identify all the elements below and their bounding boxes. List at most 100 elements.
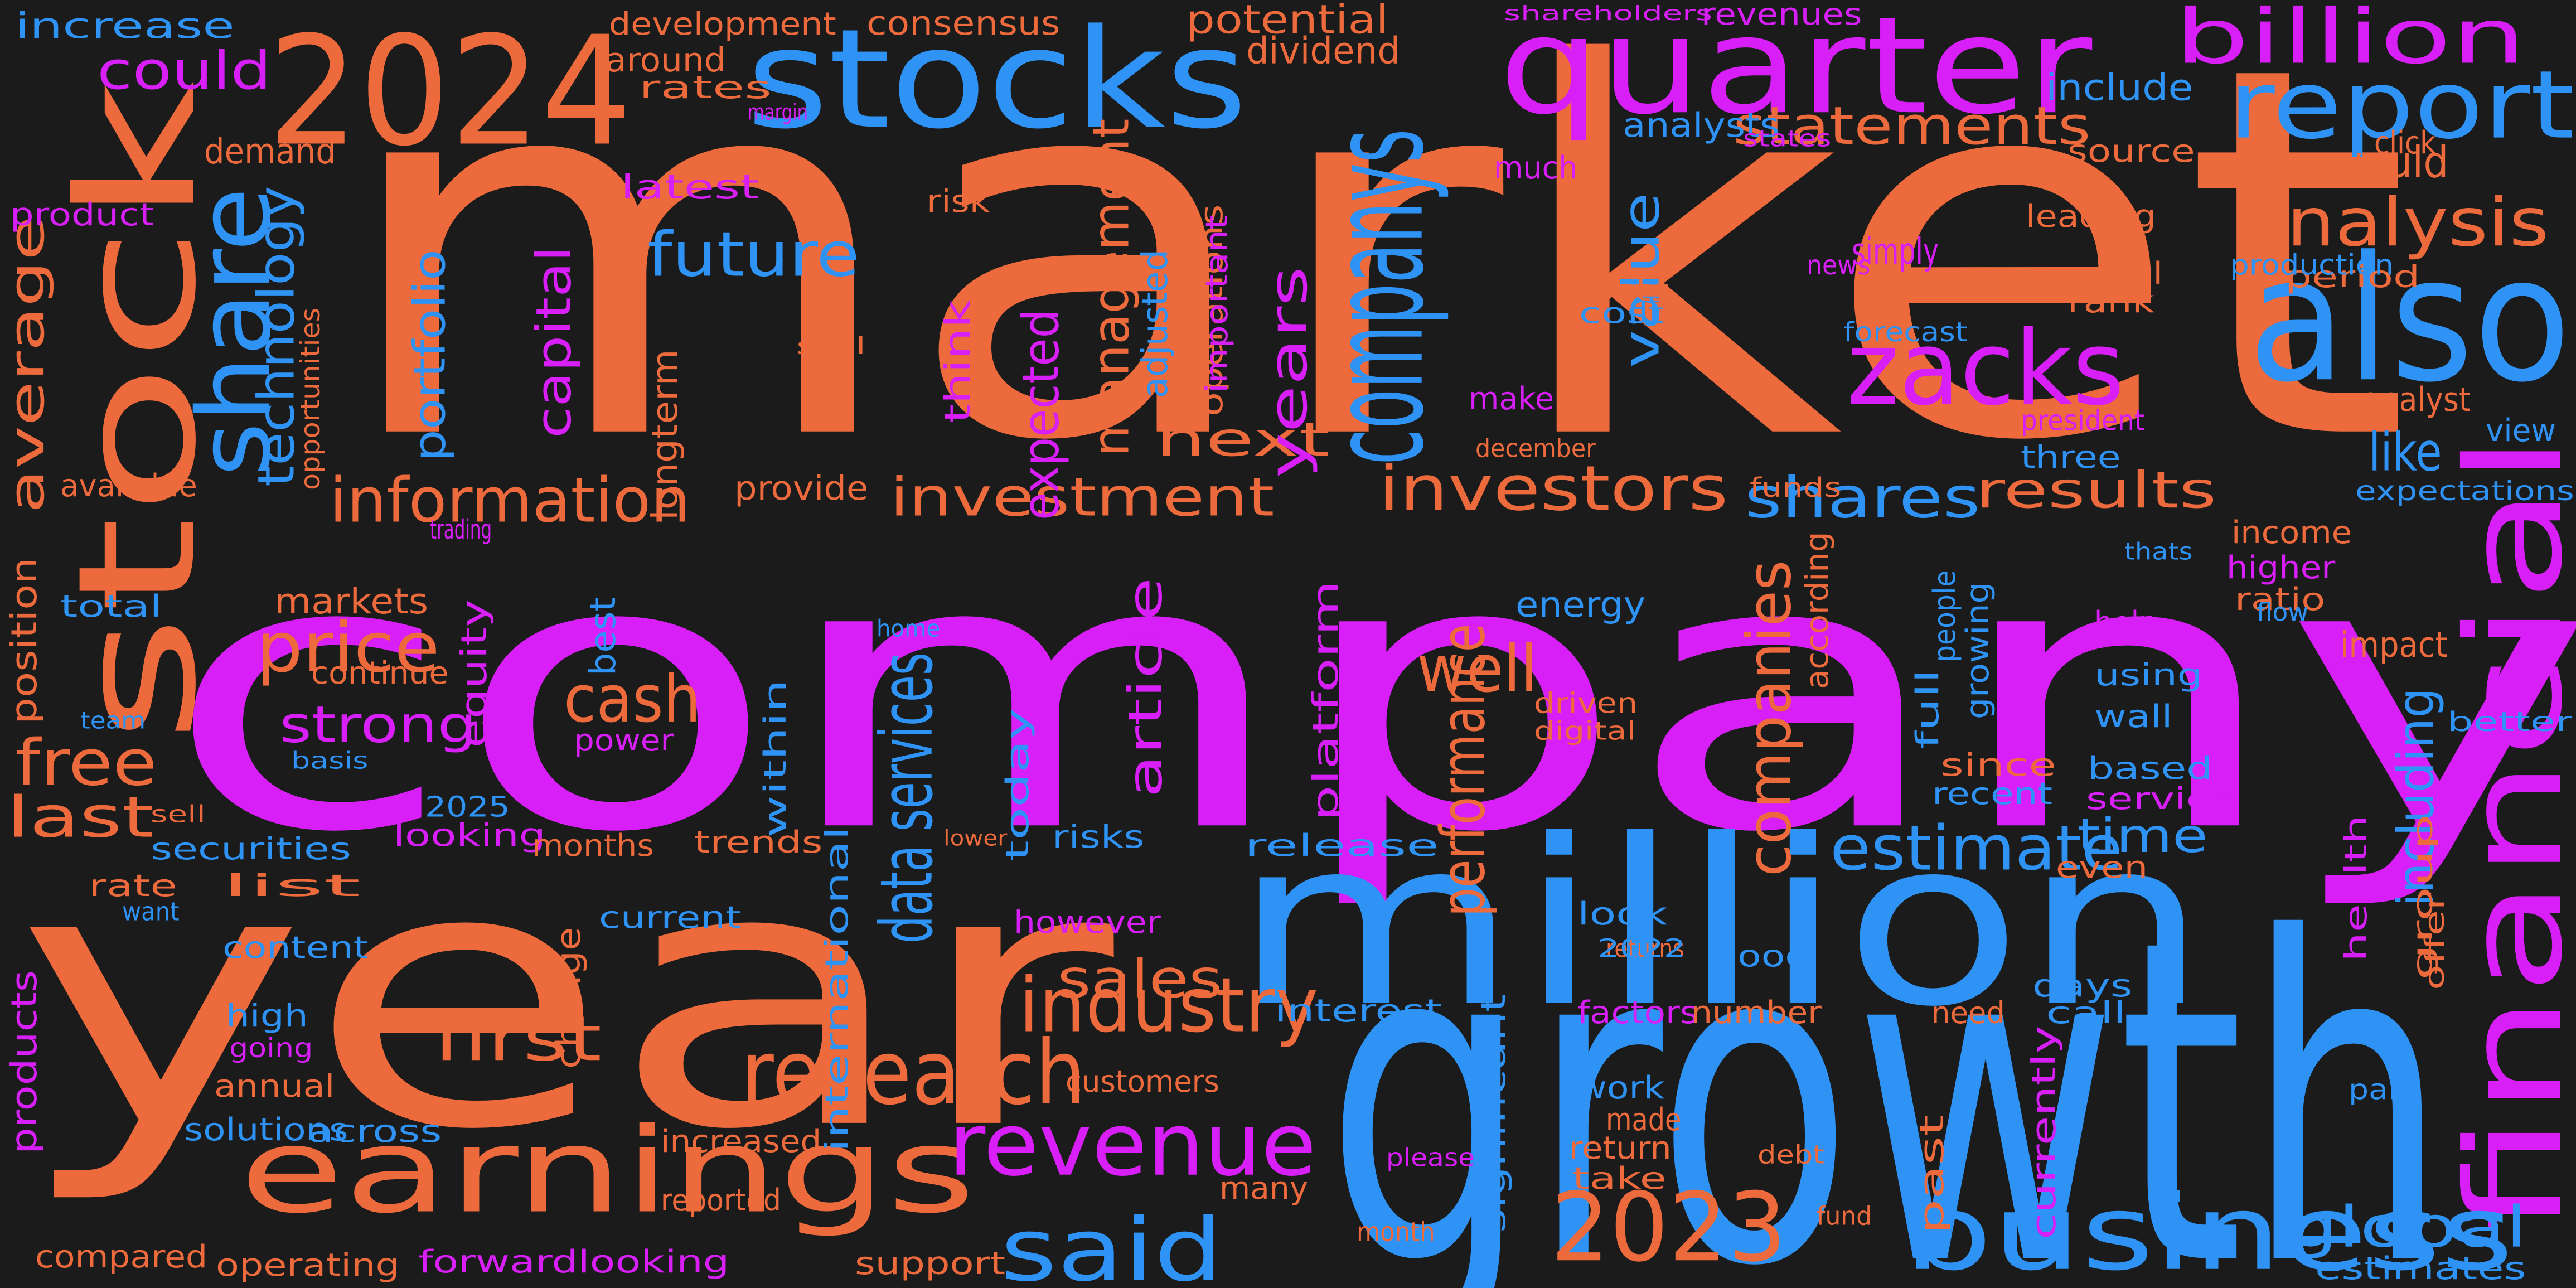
cloud-word: platform <box>1304 580 1347 821</box>
cloud-word: basis <box>291 747 369 774</box>
cloud-word: continue <box>311 655 449 691</box>
cloud-word: rates <box>639 69 772 106</box>
cloud-word: important <box>1199 215 1235 393</box>
cloud-word: three <box>2021 439 2121 476</box>
cloud-word: cost <box>1579 297 1664 330</box>
cloud-word: equity <box>453 599 495 748</box>
cloud-word: team <box>80 707 146 734</box>
cloud-word: looking <box>393 817 546 854</box>
cloud-word: based <box>2088 750 2213 787</box>
cloud-word: rank <box>2067 283 2154 320</box>
cloud-word: ratio <box>2235 581 2326 618</box>
cloud-word: position <box>3 557 45 724</box>
cloud-word: full <box>1909 669 1946 749</box>
cloud-word: flow <box>2257 598 2309 627</box>
cloud-word: zacks <box>1847 308 2125 429</box>
cloud-word: revenues <box>1701 0 1862 32</box>
cloud-word: trading <box>430 514 492 546</box>
cloud-word: today <box>999 708 1036 861</box>
cloud-word: longterm <box>643 349 686 520</box>
cloud-word: adjusted <box>1134 249 1176 398</box>
cloud-word: million <box>1233 790 2209 1057</box>
cloud-word: total <box>60 589 162 624</box>
cloud-word: support <box>855 1245 1006 1282</box>
cloud-word: think <box>936 299 979 423</box>
cloud-word: costs <box>1569 273 1672 308</box>
cloud-word: power <box>574 723 674 758</box>
cloud-word: markets <box>274 580 429 622</box>
cloud-word: like <box>2369 422 2442 484</box>
cloud-word: current <box>599 900 741 936</box>
cloud-word: quarter <box>1499 0 2093 144</box>
cloud-word: source <box>2067 133 2195 170</box>
cloud-word: price <box>256 608 440 689</box>
cloud-word: driven <box>1534 686 1638 720</box>
cloud-word: estimates <box>2315 1250 2526 1287</box>
cloud-word: annual <box>214 1068 335 1105</box>
cloud-word: president <box>2021 404 2145 437</box>
cloud-word: growing <box>1959 582 1996 719</box>
cloud-word: made <box>1606 1101 1682 1138</box>
cloud-word: months <box>532 828 654 864</box>
cloud-word: help <box>2094 604 2158 641</box>
cloud-word: average <box>0 216 56 514</box>
cloud-word: expectations <box>2355 475 2574 507</box>
cloud-word: analysts <box>1623 106 1780 145</box>
cloud-word: estimate <box>1830 812 2123 884</box>
cloud-word: general <box>2026 256 2163 292</box>
cloud-word: international <box>819 826 855 1153</box>
cloud-word: report <box>2228 50 2575 160</box>
cloud-word: business <box>1904 1173 2514 1288</box>
cloud-word: also <box>2248 220 2572 421</box>
cloud-word: earnings <box>239 1102 976 1239</box>
cloud-word: statements <box>1733 95 2091 157</box>
cloud-word: information <box>330 464 691 536</box>
cloud-word: time <box>2078 808 2208 864</box>
cloud-word: higher <box>2226 549 2336 586</box>
cloud-word: forecast <box>1843 316 1968 348</box>
cloud-word: list <box>222 868 361 904</box>
cloud-word: energy <box>1515 583 1646 626</box>
cloud-word: within <box>758 679 793 838</box>
cloud-word: stocks <box>746 0 1248 159</box>
cloud-word: last <box>7 785 154 851</box>
cloud-word: cash <box>564 662 701 738</box>
cloud-word: work <box>1577 1069 1665 1106</box>
cloud-word: reported <box>661 1183 781 1218</box>
cloud-word: trends <box>694 825 823 860</box>
cloud-word: change <box>549 927 588 1069</box>
cloud-word: number <box>1691 994 1822 1031</box>
cloud-word: risk <box>927 183 990 220</box>
cloud-word: risks <box>1052 819 1145 855</box>
cloud-word: 2022 <box>1597 934 1686 963</box>
cloud-word: next <box>1156 412 1330 467</box>
cloud-word: dividend <box>1246 30 1401 72</box>
cloud-word: provide <box>734 469 869 508</box>
cloud-word: portfolio <box>404 249 456 462</box>
cloud-word: margin <box>748 100 808 125</box>
cloud-word: analyst <box>2362 380 2471 419</box>
cloud-word: lower <box>943 826 1008 851</box>
cloud-word: analysis <box>2240 183 2549 262</box>
cloud-word: company <box>164 479 2576 914</box>
cloud-word: significant <box>1474 994 1513 1233</box>
cloud-word: period <box>2285 259 2420 295</box>
cloud-word: factors <box>1577 994 1698 1031</box>
cloud-word: demand <box>204 130 336 172</box>
cloud-word: investment <box>890 467 1275 529</box>
cloud-word: however <box>1014 904 1161 941</box>
cloud-word: opportunities <box>294 307 327 490</box>
cloud-word: operating <box>216 1247 400 1284</box>
cloud-word: news <box>1807 249 1871 282</box>
cloud-word: billion <box>2175 0 2526 81</box>
cloud-word: better <box>2447 706 2573 738</box>
cloud-word: according <box>1799 531 1836 689</box>
cloud-word: december <box>1475 434 1596 463</box>
cloud-word: take <box>1572 1161 1667 1197</box>
cloud-word: said <box>1000 1200 1223 1288</box>
cloud-word: year <box>15 791 1114 1208</box>
cloud-word: shareholders <box>1504 1 1713 25</box>
cloud-word: much <box>1494 149 1578 186</box>
cloud-word: shares <box>1745 465 1981 531</box>
cloud-word: financial <box>2438 433 2576 1234</box>
